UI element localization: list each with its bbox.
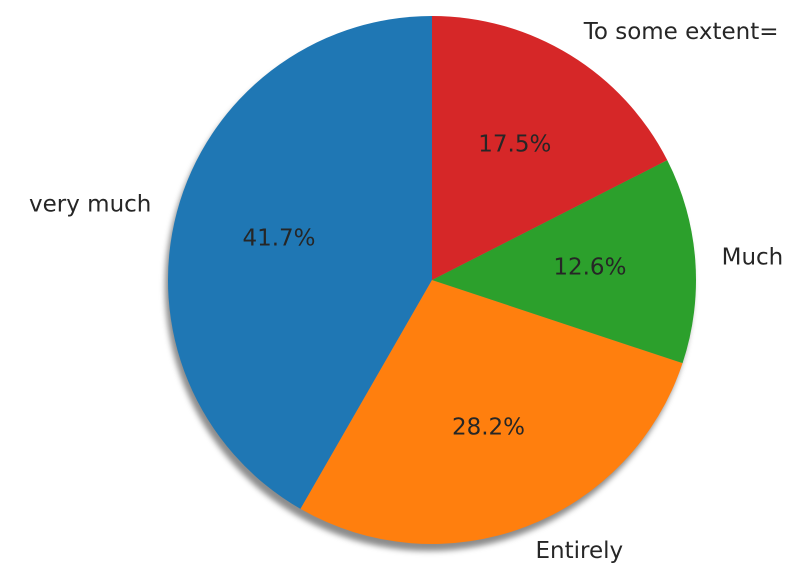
slice-label-entirely: Entirely [536,538,624,564]
slice-label-to-some-extent: To some extent= [583,19,779,45]
slice-label-much: Much [722,245,784,271]
pct-label-much: 12.6% [553,255,626,281]
pct-label-to-some-extent: 17.5% [478,131,551,157]
pie-slice-to-some-extent [432,15,668,280]
pie-slice-very-much [167,16,432,509]
slice-label-very-much: very much [29,192,151,218]
pie-slice-entirely [300,280,683,545]
pie-slice-much [432,160,697,364]
pie-slices [167,15,697,545]
pie-labels: very much 41.7% Entirely 28.2% Much 12.6% To s… [29,19,783,564]
pct-label-very-much: 41.7% [242,226,315,252]
pct-label-entirely: 28.2% [452,415,525,441]
